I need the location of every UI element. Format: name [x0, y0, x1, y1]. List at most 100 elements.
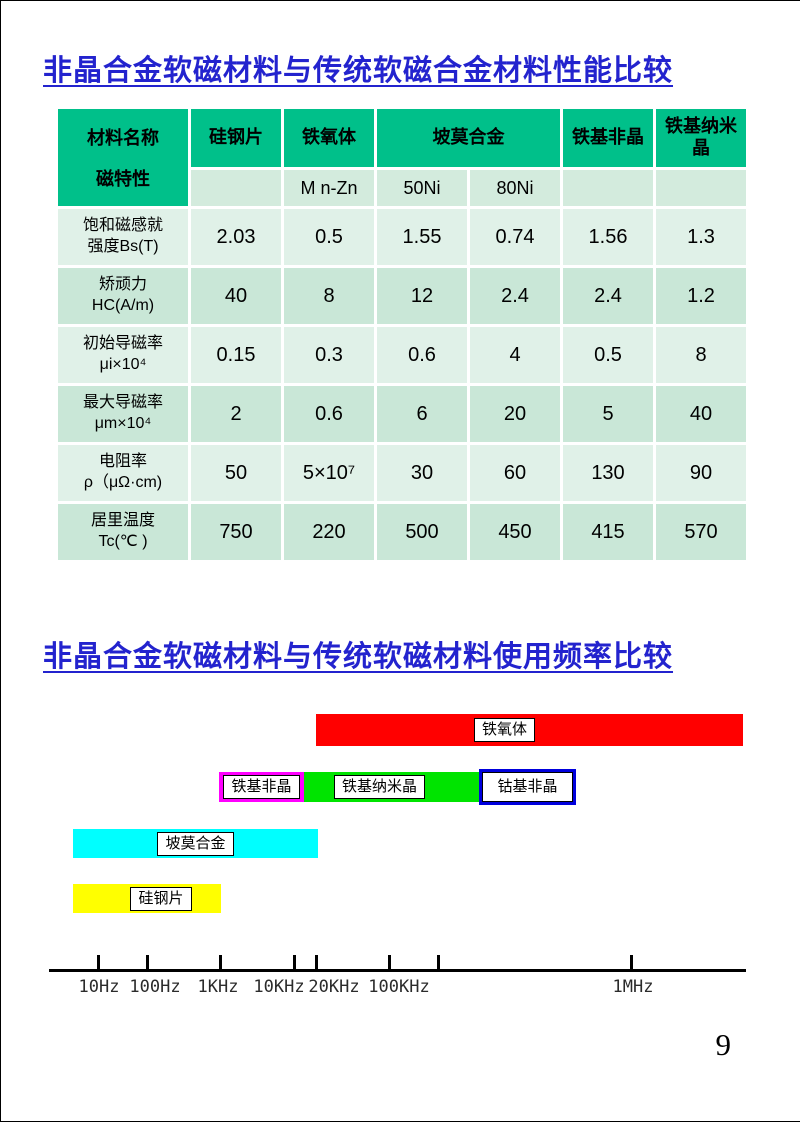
table-value-r3-c2: 6 [377, 386, 467, 442]
table-value-r0-c5: 1.3 [656, 209, 746, 265]
row-label-line1: 最大导磁率 [82, 394, 163, 412]
row-label-line1: 矫顽力 [98, 276, 147, 294]
row-label-line2: μm×10⁴ [94, 415, 152, 432]
frequency-axis-line [49, 969, 746, 972]
axis-tick-3 [293, 955, 296, 969]
column-header-1: 铁氧体 [284, 109, 374, 167]
performance-table: 材料名称 磁特性 硅钢片 铁氧体 坡莫合金 铁基非晶 铁基纳米晶 M n-Zn 50Ni 80Ni… [58, 109, 746, 560]
freq-bar-label-co-based-amorphous: 钴基非晶 [482, 772, 573, 802]
row-label-line1: 初始导磁率 [82, 335, 163, 353]
freq-bar-label-ferrite: 铁氧体 [473, 718, 535, 742]
table-value-r1-c4: 2.4 [563, 268, 653, 324]
row-label-2: 初始导磁率 μi×10⁴ [58, 327, 188, 383]
row-label-text: 电阻率 ρ（μΩ·cm) [84, 452, 162, 494]
corner-line-material-name: 材料名称 [87, 128, 159, 149]
axis-tick-5 [388, 955, 391, 969]
subheader-cell-0 [191, 170, 281, 206]
row-label-line2: HC(A/m) [91, 297, 155, 314]
row-label-line2: 强度Bs(T) [87, 238, 159, 255]
table-value-r5-c2: 500 [377, 504, 467, 560]
freq-bar-co-based-amorphous: 钴基非晶 [479, 769, 576, 805]
corner-line-magnetic-property: 磁特性 [96, 168, 150, 189]
table-value-r4-c5: 90 [656, 445, 746, 501]
table-value-r5-c4: 415 [563, 504, 653, 560]
axis-tick-1 [146, 955, 149, 969]
table-value-r1-c2: 12 [377, 268, 467, 324]
performance-comparison-title: 非晶合金软磁材料与传统软磁合金材料性能比较 [43, 55, 674, 87]
column-header-4: 铁基纳米晶 [656, 109, 746, 167]
row-label-line2: Tc(℃ ) [98, 533, 148, 550]
table-value-r2-c3: 4 [470, 327, 560, 383]
table-value-r0-c1: 0.5 [284, 209, 374, 265]
row-label-line2: ρ（μΩ·cm) [83, 474, 163, 491]
table-value-r4-c0: 50 [191, 445, 281, 501]
table-value-r1-c3: 2.4 [470, 268, 560, 324]
axis-tick-label-100Hz: 100Hz [129, 977, 181, 997]
row-label-0: 饱和磁感就强度Bs(T) [58, 209, 188, 265]
table-value-r2-c5: 8 [656, 327, 746, 383]
freq-bar-fe-based-amorphous: 铁基非晶 [219, 772, 304, 802]
table-value-r0-c0: 2.03 [191, 209, 281, 265]
table-value-r2-c4: 0.5 [563, 327, 653, 383]
row-label-text: 饱和磁感就强度Bs(T) [83, 216, 163, 258]
row-label-3: 最大导磁率 μm×10⁴ [58, 386, 188, 442]
table-value-r1-c5: 1.2 [656, 268, 746, 324]
freq-bar-label-fe-based-nanocrystalline: 铁基纳米晶 [333, 775, 425, 799]
table-value-r3-c5: 40 [656, 386, 746, 442]
column-header-2: 坡莫合金 [377, 109, 560, 167]
row-label-text: 矫顽力 HC(A/m) [92, 275, 154, 317]
row-label-1: 矫顽力 HC(A/m) [58, 268, 188, 324]
axis-tick-6 [437, 955, 440, 969]
axis-tick-2 [219, 955, 222, 969]
axis-tick-7 [630, 955, 633, 969]
table-value-r0-c4: 1.56 [563, 209, 653, 265]
table-value-r3-c1: 0.6 [284, 386, 374, 442]
column-header-0: 硅钢片 [191, 109, 281, 167]
row-label-line1: 饱和磁感就 [82, 217, 163, 235]
freq-bar-label-silicon-steel: 硅钢片 [130, 886, 192, 911]
subheader-cell-3: 80Ni [470, 170, 560, 206]
freq-bar-silicon-steel: 硅钢片 [73, 884, 221, 913]
table-corner-header: 材料名称 磁特性 [58, 109, 188, 206]
axis-tick-0 [97, 955, 100, 969]
table-value-r1-c1: 8 [284, 268, 374, 324]
row-label-line1: 居里温度 [90, 512, 155, 530]
axis-tick-label-20KHz: 20KHz [308, 977, 360, 997]
row-label-text: 最大导磁率 μm×10⁴ [83, 393, 163, 435]
freq-bar-label-permalloy: 坡莫合金 [157, 831, 234, 856]
freq-bar-label-fe-based-amorphous: 铁基非晶 [223, 775, 300, 799]
table-value-r5-c5: 570 [656, 504, 746, 560]
table-value-r4-c1: 5×10⁷ [284, 445, 374, 501]
freq-bar-ferrite: 铁氧体 [316, 714, 743, 746]
table-value-r0-c3: 0.74 [470, 209, 560, 265]
axis-tick-label-100KHz: 100KHz [368, 977, 430, 997]
row-label-text: 初始导磁率 μi×10⁴ [83, 334, 163, 376]
freq-bar-permalloy: 坡莫合金 [73, 829, 318, 858]
axis-tick-4 [315, 955, 318, 969]
table-value-r4-c2: 30 [377, 445, 467, 501]
axis-tick-label-10Hz: 10Hz [78, 977, 120, 997]
subheader-cell-5 [656, 170, 746, 206]
table-value-r4-c4: 130 [563, 445, 653, 501]
axis-tick-label-1KHz: 1KHz [197, 977, 239, 997]
table-value-r5-c1: 220 [284, 504, 374, 560]
table-value-r0-c2: 1.55 [377, 209, 467, 265]
table-value-r3-c4: 5 [563, 386, 653, 442]
subheader-cell-4 [563, 170, 653, 206]
subheader-cell-1: M n-Zn [284, 170, 374, 206]
table-value-r5-c0: 750 [191, 504, 281, 560]
row-label-line2: μi×10⁴ [99, 356, 147, 373]
table-value-r4-c3: 60 [470, 445, 560, 501]
column-header-3: 铁基非晶 [563, 109, 653, 167]
table-value-r2-c0: 0.15 [191, 327, 281, 383]
table-value-r3-c3: 20 [470, 386, 560, 442]
table-value-r5-c3: 450 [470, 504, 560, 560]
axis-tick-label-1MHz: 1MHz [612, 977, 654, 997]
row-label-text: 居里温度 Tc(℃ ) [91, 511, 155, 553]
axis-tick-label-10KHz: 10KHz [253, 977, 305, 997]
subheader-cell-2: 50Ni [377, 170, 467, 206]
row-label-4: 电阻率 ρ（μΩ·cm) [58, 445, 188, 501]
row-label-line1: 电阻率 [98, 453, 147, 471]
table-value-r2-c2: 0.6 [377, 327, 467, 383]
